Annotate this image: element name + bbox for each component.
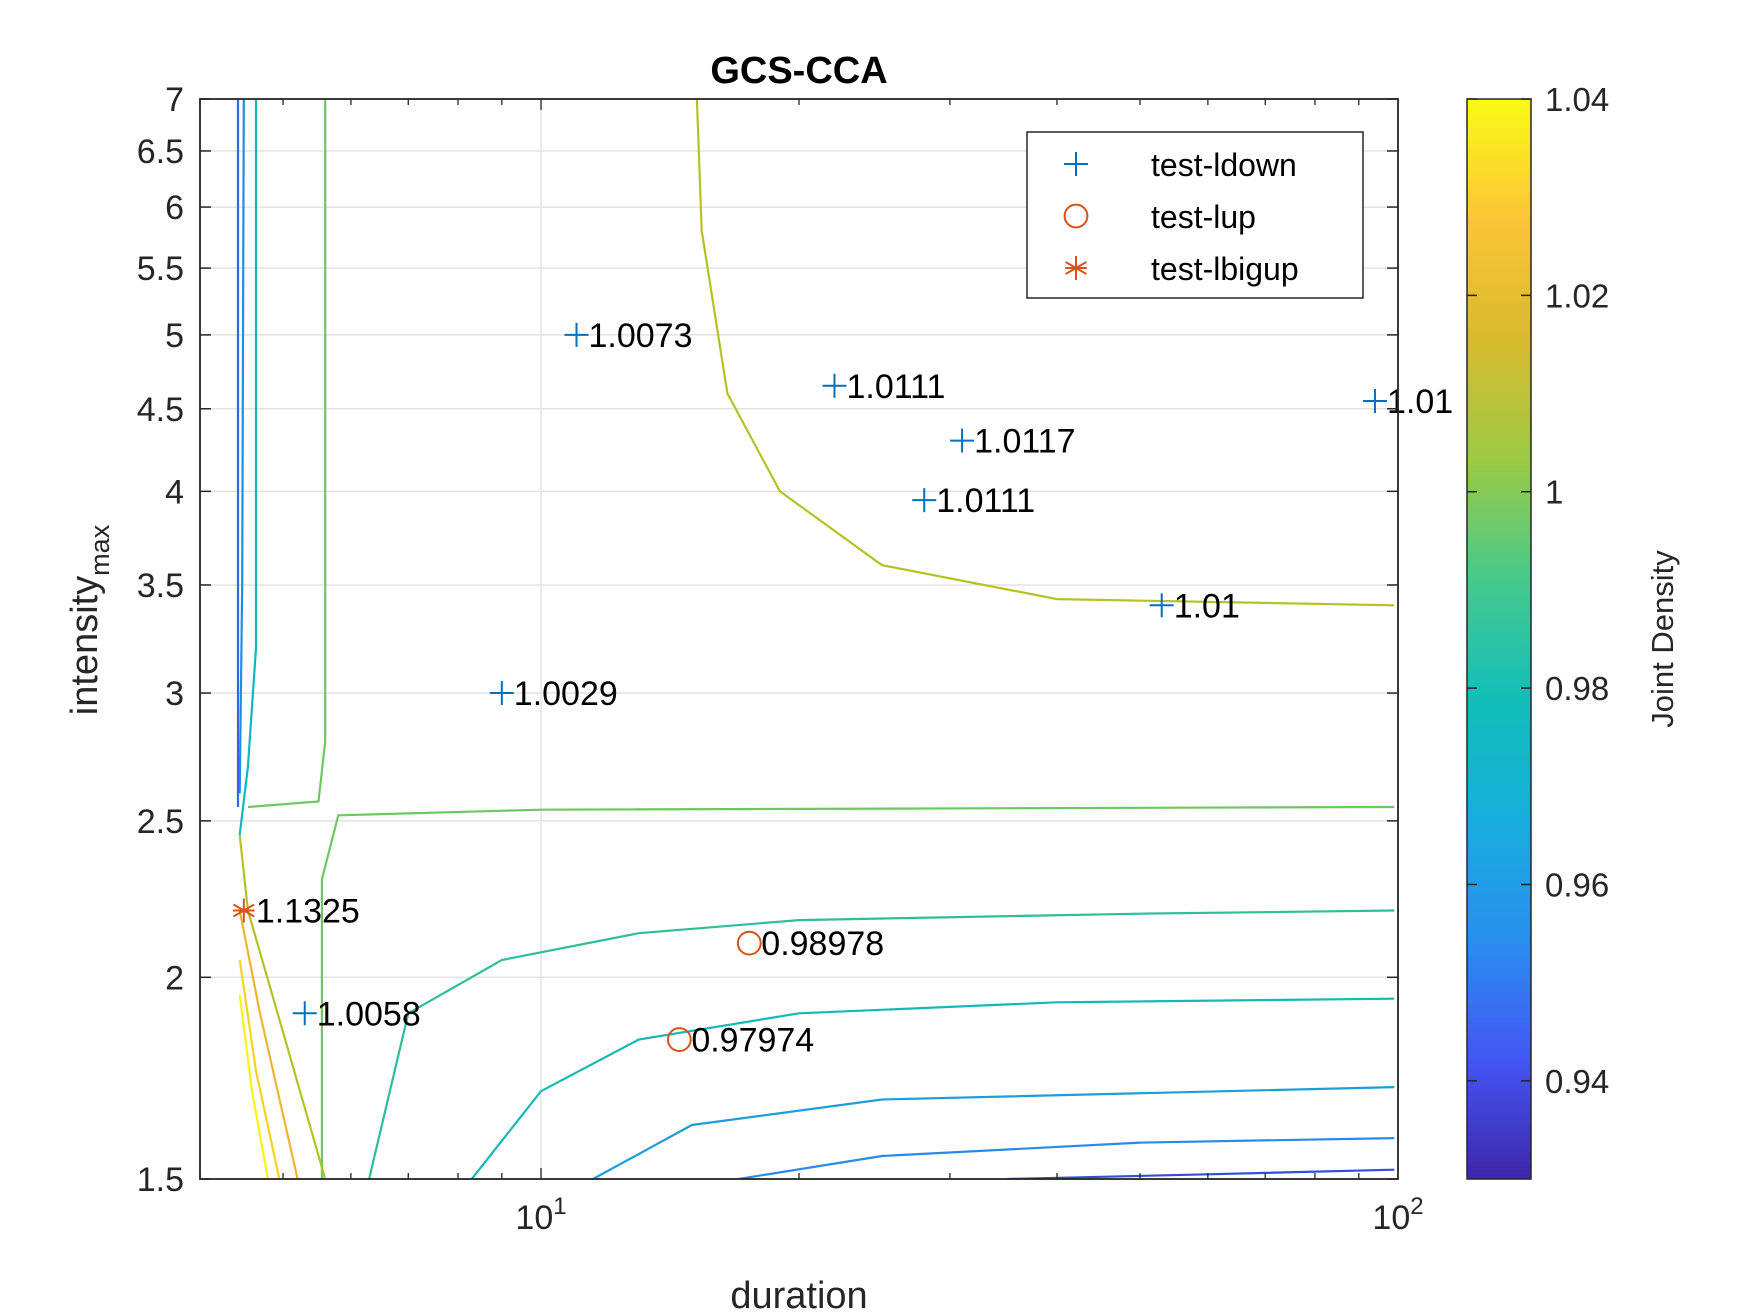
marker-circle	[1063, 203, 1089, 229]
y-tick-label: 3.5	[137, 567, 184, 605]
x-axis-label: duration	[730, 1275, 867, 1313]
colorbar: 0.94 0.96 0.98 1 1.02 1.04 Joint Density	[1466, 81, 1680, 1180]
data-points: 1.0073 1.0111 1.0117 1.0111 1.01 1.01 1.0029 1.…	[232, 317, 1453, 1060]
legend-entry-test-lbigup: test-lbigup	[1065, 251, 1299, 287]
x-tick-label-exponent: 2	[1410, 1193, 1423, 1220]
y-tick-label: 4.5	[137, 391, 184, 429]
colorbar-tick-label: 0.98	[1545, 670, 1609, 707]
legend-entry-test-ldown: test-ldown	[1064, 147, 1297, 183]
legend-label: test-lbigup	[1151, 251, 1299, 287]
contour-line	[238, 834, 327, 1179]
contour-line	[238, 99, 258, 836]
contour-line	[695, 99, 1395, 607]
data-point-test-ldown: 1.01	[1149, 587, 1240, 625]
data-point-test-ldown: 1.0111	[822, 368, 945, 406]
y-tick-label: 5.5	[137, 250, 184, 288]
y-tick-label: 7	[165, 81, 184, 119]
data-point-test-lbigup: 1.1325	[232, 892, 360, 930]
data-label: 1.1325	[256, 892, 360, 930]
colorbar-frame	[1466, 98, 1532, 1180]
y-tick-label: 5	[165, 317, 184, 355]
x-tick-label: 101	[515, 1193, 566, 1237]
data-point-test-ldown: 1.0073	[564, 317, 692, 355]
contour-line	[238, 99, 245, 794]
x-tick-label-exponent: 1	[553, 1193, 566, 1220]
data-point-test-lup: 0.98978	[736, 925, 884, 963]
data-label: 0.97974	[691, 1022, 814, 1060]
data-point-test-ldown: 1.0029	[489, 675, 618, 713]
contour-line	[238, 910, 299, 1179]
colorbar-label: Joint Density	[1645, 550, 1680, 728]
data-label: 1.0111	[846, 368, 945, 406]
contour-line	[738, 1137, 1395, 1179]
data-point-test-ldown: 1.0111	[912, 482, 1035, 520]
y-tick-label: 6.5	[137, 133, 184, 171]
y-tick-label: 1.5	[137, 1161, 184, 1199]
y-tick-label: 2.5	[137, 803, 184, 841]
x-tick-label-base: 10	[1372, 1199, 1410, 1237]
data-label: 0.98978	[761, 925, 884, 963]
contour-line	[320, 805, 1395, 1179]
x-tick-label-base: 10	[515, 1199, 553, 1237]
y-axis-label: intensitymax	[64, 524, 115, 715]
colorbar-tick-label: 1	[1545, 474, 1563, 511]
data-point-test-ldown: 1.0058	[292, 995, 421, 1033]
y-tick-label: 3	[165, 675, 184, 713]
contour-line	[247, 99, 327, 809]
legend: test-ldown test-lup test-lbigup	[1026, 131, 1364, 299]
colorbar-tick-label: 1.02	[1545, 277, 1609, 314]
data-point-test-ldown: 1.0117	[950, 423, 1076, 461]
y-tick-label: 4	[165, 473, 184, 511]
chart-title: GCS-CCA	[710, 50, 887, 92]
contour-line	[368, 909, 1395, 1179]
y-tick-label: 2	[165, 959, 184, 997]
colorbar-tick-label: 0.96	[1545, 866, 1609, 903]
legend-entry-test-lup: test-lup	[1063, 199, 1256, 235]
data-label: 1.0029	[514, 675, 618, 713]
x-tick-label: 102	[1372, 1193, 1423, 1237]
data-label: 1.0111	[936, 482, 1035, 520]
y-axis-label-main: intensity	[64, 576, 106, 715]
marker-circle	[666, 1027, 692, 1052]
data-label: 1.0073	[588, 317, 692, 355]
y-axis-label-subscript: max	[85, 524, 115, 576]
data-label: 1.01	[1387, 383, 1453, 421]
data-point-test-lup: 0.97974	[666, 1022, 814, 1060]
contour-line	[238, 959, 281, 1179]
colorbar-tick-label: 0.94	[1545, 1063, 1609, 1100]
data-label: 1.01	[1174, 587, 1240, 625]
legend-label: test-lup	[1151, 199, 1256, 235]
contour-line	[592, 1086, 1395, 1179]
marker-circle	[736, 930, 762, 956]
colorbar-tick-label: 1.04	[1545, 81, 1609, 118]
contour-line	[238, 994, 269, 1179]
colorbar-gradient	[1467, 99, 1531, 1179]
contour-line	[470, 997, 1395, 1179]
legend-label: test-ldown	[1151, 147, 1297, 183]
data-label: 1.0117	[974, 423, 1075, 461]
legend-box	[1026, 131, 1364, 299]
y-tick-label: 6	[165, 189, 184, 227]
data-label: 1.0058	[317, 995, 421, 1033]
